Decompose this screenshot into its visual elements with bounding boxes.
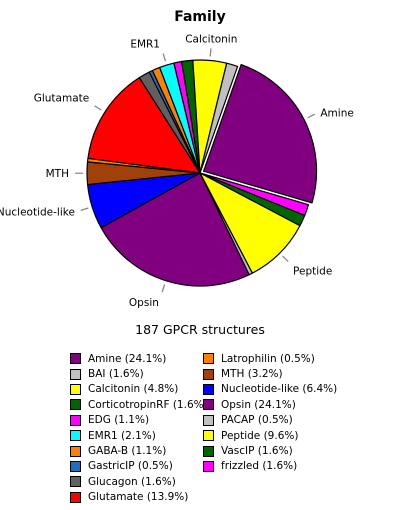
legend-item-frizzled: frizzled (1.6%): [203, 459, 337, 474]
slice-opsin: [100, 172, 250, 287]
legend-swatch: [203, 383, 214, 395]
slice-label-glutamate: Glutamate: [34, 93, 90, 105]
legend-swatch: [70, 414, 81, 426]
leader-line-calcitonin: [209, 48, 212, 57]
slice-label-peptide: Peptide: [293, 265, 332, 277]
legend-swatch: [203, 399, 214, 411]
legend-swatch: [70, 368, 81, 380]
legend-swatch: [203, 353, 214, 365]
legend-label: PACAP (0.5%): [221, 414, 293, 427]
legend-item-glutamate: Glutamate (13.9%): [70, 490, 208, 505]
leader-line-glutamate: [94, 105, 102, 111]
legend-label: GABA-B (1.1%): [88, 445, 167, 458]
legend-item-bai: BAI (1.6%): [70, 366, 208, 381]
legend-label: VascIP (1.6%): [221, 445, 293, 458]
legend-swatch: [203, 430, 214, 442]
legend-label: Nucleotide-like (6.4%): [221, 383, 338, 396]
legend-label: CorticotropinRF (1.6%): [88, 398, 208, 411]
legend-label: BAI (1.6%): [88, 368, 144, 381]
leader-line-nucleotide-like: [80, 207, 89, 212]
legend-column-left: Amine (24.1%) BAI (1.6%) Calcitonin (4.8%)…: [70, 351, 208, 505]
legend-label: GastricIP (0.5%): [88, 460, 173, 473]
legend-item-pacap: PACAP (0.5%): [203, 413, 337, 428]
legend-item-nucleotide-like: Nucleotide-like (6.4%): [203, 382, 337, 397]
legend-item-corticotropinrf: CorticotropinRF (1.6%): [70, 397, 208, 412]
legend-swatch: [70, 491, 81, 503]
legend-item-vascip: VascIP (1.6%): [203, 443, 337, 458]
legend-swatch: [70, 445, 81, 457]
slice-bai: [199, 62, 239, 174]
legend-swatch: [70, 430, 81, 442]
chart-subtitle: 187 GPCR structures: [135, 322, 265, 337]
legend-label: Calcitonin (4.8%): [88, 383, 179, 396]
slice-label-nucleotide-like: Nucleotide-like: [0, 207, 75, 219]
legend-label: Latrophilin (0.5%): [221, 352, 315, 365]
legend-item-edg: EDG (1.1%): [70, 413, 208, 428]
leader-line-amine: [307, 113, 316, 119]
legend-label: Opsin (24.1%): [221, 398, 296, 411]
legend-item-peptide: Peptide (9.6%): [203, 428, 337, 443]
legend-item-opsin: Opsin (24.1%): [203, 397, 337, 412]
legend-swatch: [203, 414, 214, 426]
slice-label-calcitonin: Calcitonin: [185, 33, 237, 45]
leader-line-opsin: [161, 284, 166, 293]
legend-item-gaba-b: GABA-B (1.1%): [70, 443, 208, 458]
legend-swatch: [203, 460, 214, 472]
leader-line-emr1: [162, 53, 167, 62]
slice-amine: [202, 64, 318, 204]
legend-swatch: [203, 445, 214, 457]
legend-swatch: [70, 476, 81, 488]
legend-swatch: [203, 368, 214, 380]
pie-chart: Amine Peptide Opsin Nucleotide-like MTH Gluta…: [0, 33, 354, 309]
legend-label: Amine (24.1%): [88, 352, 167, 365]
legend-item-latrophilin: Latrophilin (0.5%): [203, 351, 337, 366]
slice-label-opsin: Opsin: [129, 297, 159, 309]
slice-label-mth: MTH: [46, 168, 69, 180]
legend-swatch: [70, 383, 81, 395]
legend-label: MTH (3.2%): [221, 368, 283, 381]
legend-swatch: [70, 460, 81, 472]
slice-glutamate: [87, 77, 201, 174]
legend-label: Peptide (9.6%): [221, 429, 299, 442]
slice-label-emr1: EMR1: [130, 39, 160, 51]
legend-label: frizzled (1.6%): [221, 460, 298, 473]
slice-label-amine: Amine: [320, 107, 353, 119]
chart-title: Family: [174, 9, 226, 25]
legend-column-right: Latrophilin (0.5%) MTH (3.2%) Nucleotide-l…: [203, 351, 337, 474]
legend-item-calcitonin: Calcitonin (4.8%): [70, 382, 208, 397]
legend-label: EMR1 (2.1%): [88, 429, 156, 442]
legend-swatch: [70, 353, 81, 365]
legend-label: Glutamate (13.9%): [88, 491, 189, 504]
legend-item-glucagon: Glucagon (1.6%): [70, 474, 208, 489]
legend-item-amine: Amine (24.1%): [70, 351, 208, 366]
leader-line-peptide: [282, 255, 289, 263]
legend-item-mth: MTH (3.2%): [203, 366, 337, 381]
legend-swatch: [70, 399, 81, 411]
legend-item-gastricip: GastricIP (0.5%): [70, 459, 208, 474]
legend-item-emr1: EMR1 (2.1%): [70, 428, 208, 443]
legend-label: Glucagon (1.6%): [88, 475, 176, 488]
legend-label: EDG (1.1%): [88, 414, 150, 427]
